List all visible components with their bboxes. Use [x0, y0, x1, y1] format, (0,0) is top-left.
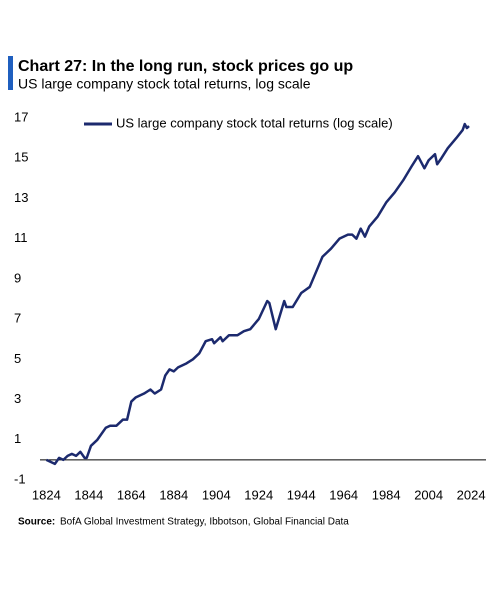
legend-label: US large company stock total returns (lo… — [116, 115, 393, 130]
y-tick-label: 5 — [14, 351, 21, 366]
x-tick-label: 1884 — [159, 487, 188, 502]
y-tick-label: 13 — [14, 190, 28, 205]
y-tick-label: -1 — [14, 471, 26, 486]
x-tick-label: 1984 — [372, 487, 401, 502]
chart-title: Chart 27: In the long run, stock prices … — [18, 58, 353, 75]
y-tick-label: 7 — [14, 311, 21, 326]
y-tick-label: 3 — [14, 391, 21, 406]
source: BofA Global Investment Strategy, Ibbotso… — [60, 517, 349, 528]
x-tick-label: 1964 — [329, 487, 358, 502]
x-tick-label: 1924 — [244, 487, 273, 502]
x-tick-label: 1864 — [117, 487, 146, 502]
x-tick-label: 1824 — [32, 487, 61, 502]
x-tick-label: 1844 — [74, 487, 103, 502]
chart-subtitle: US large company stock total returns, lo… — [18, 76, 311, 92]
series-line — [45, 122, 470, 466]
y-tick-label: 17 — [14, 109, 28, 124]
x-tick-label: 1904 — [202, 487, 231, 502]
x-tick-label: 2004 — [414, 487, 443, 502]
y-tick-label: 15 — [14, 150, 28, 165]
y-tick-label: 11 — [14, 230, 28, 245]
source-label: Source: — [18, 517, 55, 528]
x-tick-label: 1944 — [287, 487, 316, 502]
title-accent — [8, 56, 13, 90]
y-tick-label: 9 — [14, 270, 21, 285]
x-tick-label: 2024 — [457, 487, 486, 502]
y-tick-label: 1 — [14, 431, 21, 446]
